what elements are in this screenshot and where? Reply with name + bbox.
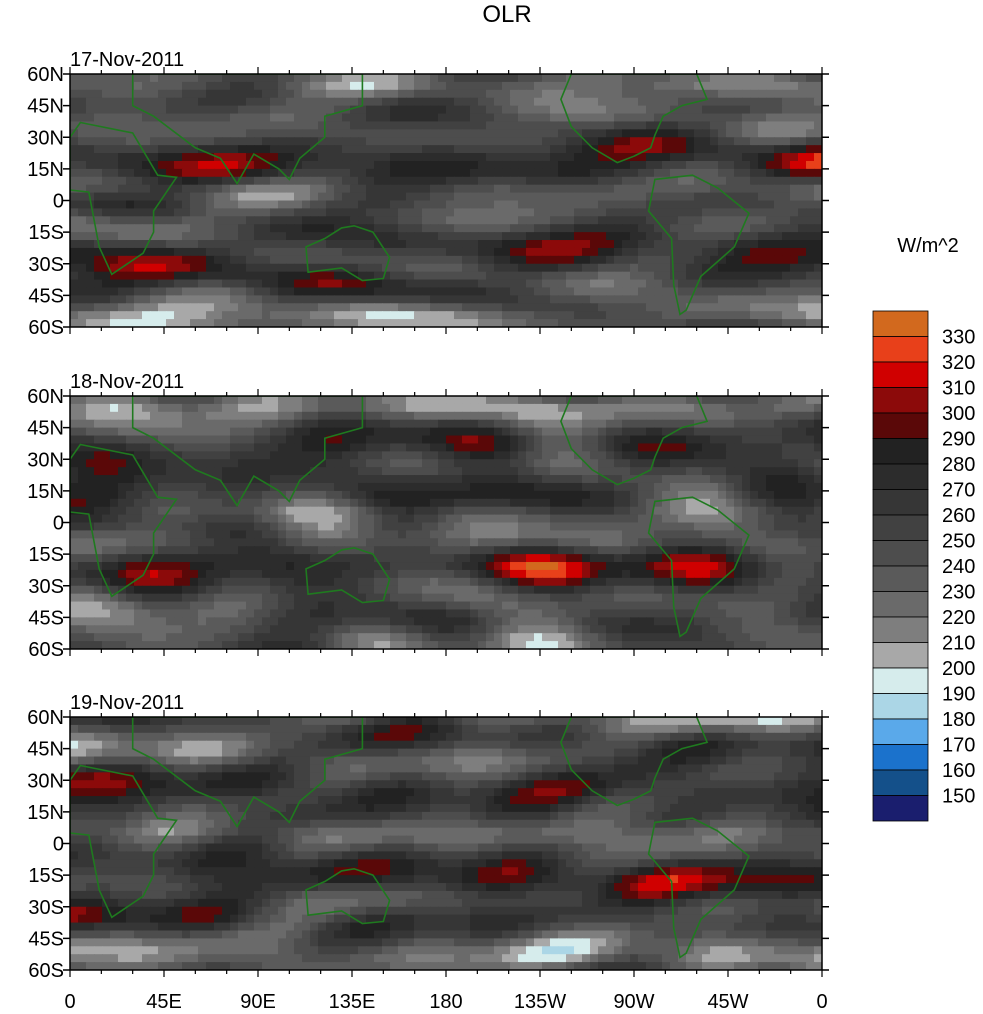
colorbar-label: 240	[942, 556, 975, 578]
colorbar-label: 220	[942, 607, 975, 629]
colorbar-label: 160	[942, 760, 975, 782]
lat-label: 15N	[27, 159, 64, 181]
map-panels: 17-Nov-201160N45N30N15N015S30S45S60S18-N…	[27, 49, 829, 982]
lat-label: 30N	[27, 127, 64, 149]
panel-date: 19-Nov-2011	[70, 692, 184, 714]
lat-label: 60S	[28, 639, 64, 661]
lat-label: 45S	[28, 607, 64, 629]
colorbar-label: 150	[942, 786, 975, 808]
lat-label: 30S	[28, 897, 64, 919]
colorbar-swatch	[872, 718, 929, 745]
colorbar-swatch	[872, 769, 929, 796]
colorbar-label: 310	[942, 378, 975, 400]
lat-label: 15N	[27, 481, 64, 503]
lat-label: 30N	[27, 449, 64, 471]
colorbar-units: W/m^2	[897, 235, 959, 257]
colorbar-label: 250	[942, 531, 975, 553]
lon-label: 45W	[707, 991, 748, 1013]
lat-label: 45N	[27, 96, 64, 118]
colorbar-label: 280	[942, 454, 975, 476]
colorbar-swatch	[872, 693, 929, 720]
colorbar-label: 210	[942, 633, 975, 655]
lat-label: 0	[53, 191, 64, 213]
colorbar-label: 190	[942, 684, 975, 706]
colorbar-swatch	[872, 591, 929, 618]
olr-field	[70, 717, 822, 970]
lat-label: 60S	[28, 317, 64, 339]
map-panel-3: 19-Nov-2011 60N 45N 30N 15N 0 15S 30S 45S 60S	[27, 692, 829, 982]
panel-date: 18-Nov-2011	[70, 371, 184, 393]
colorbar-label: 260	[942, 505, 975, 527]
colorbar-label: 170	[942, 735, 975, 757]
colorbar-swatch	[872, 642, 929, 669]
colorbar-swatch	[872, 310, 929, 337]
colorbar-swatch	[872, 438, 929, 465]
lon-label: 90E	[240, 991, 276, 1013]
lon-label: 0	[816, 991, 827, 1013]
colorbar-swatch	[872, 387, 929, 414]
lat-label: 45N	[27, 739, 64, 761]
lon-label: 180	[429, 991, 462, 1013]
lat-label: 60N	[27, 707, 64, 729]
colorbar-label: 230	[942, 582, 975, 604]
olr-field	[70, 396, 822, 649]
map-panel-1: 17-Nov-2011 60N 45N 30N 15N 0 15S 30S 45S 60S	[27, 49, 829, 339]
lon-label: 90W	[613, 991, 654, 1013]
longitude-axis: 0 45E 90E 135E 180 135W 90W 45W 0	[64, 991, 827, 1013]
lat-label: 30S	[28, 254, 64, 276]
lat-label: 45S	[28, 928, 64, 950]
colorbar-swatch	[872, 795, 929, 822]
colorbar-swatch	[872, 412, 929, 439]
lat-label: 0	[53, 834, 64, 856]
colorbar-label: 270	[942, 480, 975, 502]
lat-label: 60N	[27, 64, 64, 86]
lat-label: 30N	[27, 770, 64, 792]
colorbar-swatch	[872, 565, 929, 592]
lon-label: 135E	[329, 991, 376, 1013]
lat-label: 15S	[28, 544, 64, 566]
lat-label: 0	[53, 513, 64, 535]
lat-label: 45N	[27, 418, 64, 440]
lon-label: 45E	[146, 991, 182, 1013]
olr-field	[70, 74, 822, 327]
colorbar-swatch	[872, 667, 929, 694]
colorbar-swatch	[872, 616, 929, 643]
lat-label: 15S	[28, 222, 64, 244]
colorbar-label: 330	[942, 327, 975, 349]
colorbar: 330 320 310 300 290 280 270 260 250 240 230 220 210 2…	[872, 235, 975, 822]
colorbar-label: 200	[942, 658, 975, 680]
lat-label: 60S	[28, 960, 64, 982]
lon-label: 135W	[514, 991, 566, 1013]
colorbar-swatch	[872, 336, 929, 363]
panel-date: 17-Nov-2011	[70, 49, 184, 71]
colorbar-label: 300	[942, 403, 975, 425]
lat-label: 15S	[28, 865, 64, 887]
map-panel-2: 18-Nov-2011 60N 45N 30N 15N 0 15S 30S 45S 60S	[27, 371, 829, 661]
lat-label: 30S	[28, 576, 64, 598]
coastlines	[70, 396, 750, 638]
colorbar-label: 180	[942, 709, 975, 731]
colorbar-swatch	[872, 489, 929, 516]
colorbar-swatch	[872, 463, 929, 490]
colorbar-swatch	[872, 540, 929, 567]
colorbar-swatch	[872, 744, 929, 771]
figure-title: OLR	[482, 1, 531, 28]
lat-label: 60N	[27, 386, 64, 408]
coastlines	[70, 74, 750, 316]
colorbar-swatch	[872, 514, 929, 541]
lat-label: 15N	[27, 802, 64, 824]
colorbar-label: 320	[942, 352, 975, 374]
lat-label: 45S	[28, 285, 64, 307]
coastlines	[70, 717, 750, 959]
colorbar-swatch	[872, 361, 929, 388]
colorbar-label: 290	[942, 429, 975, 451]
lon-label: 0	[64, 991, 75, 1013]
